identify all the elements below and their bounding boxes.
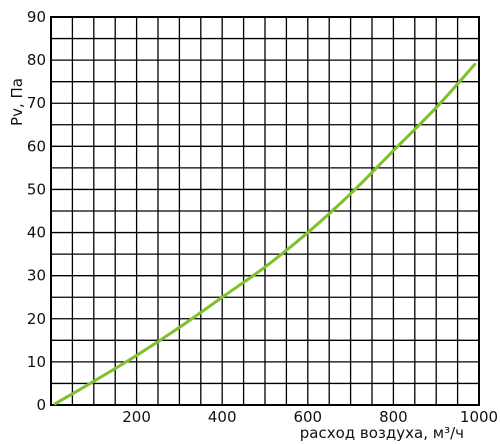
- y-tick-label: 50: [27, 180, 46, 198]
- x-tick-label: 200: [122, 408, 151, 426]
- y-tick-label: 40: [27, 224, 46, 242]
- x-tick-labels: 200 400 600 800 1000: [122, 408, 498, 426]
- y-axis-label: Pv, Па: [8, 78, 26, 126]
- y-tick-label: 10: [27, 353, 46, 371]
- y-tick-label: 60: [27, 137, 46, 155]
- y-tick-label: 30: [27, 267, 46, 285]
- y-tick-labels: 0 10 20 30 40 50 60 70 80 90: [27, 8, 46, 414]
- plot-frame: [50, 16, 480, 406]
- y-tick-label: 80: [27, 51, 46, 69]
- x-tick-label: 1000: [460, 408, 498, 426]
- y-tick-label: 0: [36, 396, 46, 414]
- x-tick-label: 400: [208, 408, 237, 426]
- grid: [51, 17, 479, 405]
- y-tick-label: 20: [27, 310, 46, 328]
- y-tick-label: 70: [27, 94, 46, 112]
- x-tick-label: 800: [379, 408, 408, 426]
- y-tick-label: 90: [27, 8, 46, 26]
- x-axis-label: расход воздуха, м³/ч: [300, 424, 464, 442]
- x-tick-label: 600: [293, 408, 322, 426]
- series-line: [53, 62, 477, 406]
